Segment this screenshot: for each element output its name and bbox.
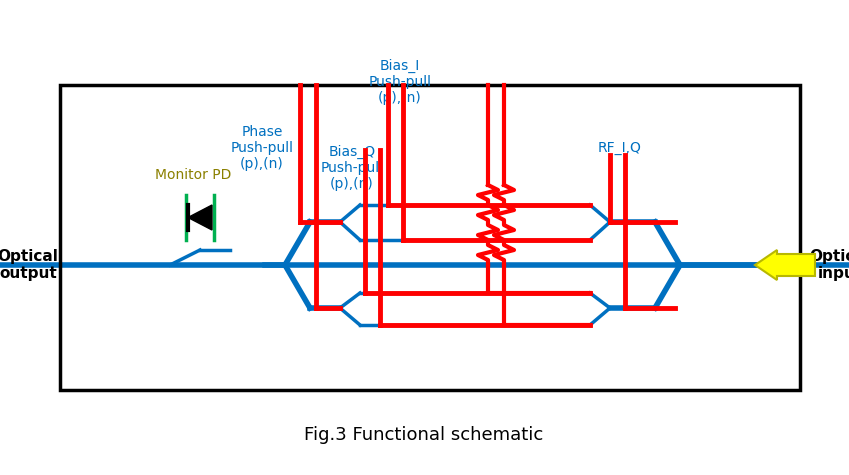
Polygon shape <box>188 205 212 230</box>
Text: RF_I,Q: RF_I,Q <box>598 141 642 155</box>
Text: Monitor PD: Monitor PD <box>155 168 231 182</box>
Text: Bias_Q
Push-pull
(p),(n): Bias_Q Push-pull (p),(n) <box>321 145 384 191</box>
Text: Phase
Push-pull
(p),(n): Phase Push-pull (p),(n) <box>230 125 294 171</box>
Text: Fig.3 Functional schematic: Fig.3 Functional schematic <box>305 426 543 444</box>
FancyArrow shape <box>755 250 815 280</box>
Text: Optical
output: Optical output <box>0 249 59 281</box>
Text: Optical
input: Optical input <box>810 249 849 281</box>
Bar <box>60 85 800 390</box>
Text: Bias_I
Push-pull
(p),(n): Bias_I Push-pull (p),(n) <box>368 59 431 105</box>
